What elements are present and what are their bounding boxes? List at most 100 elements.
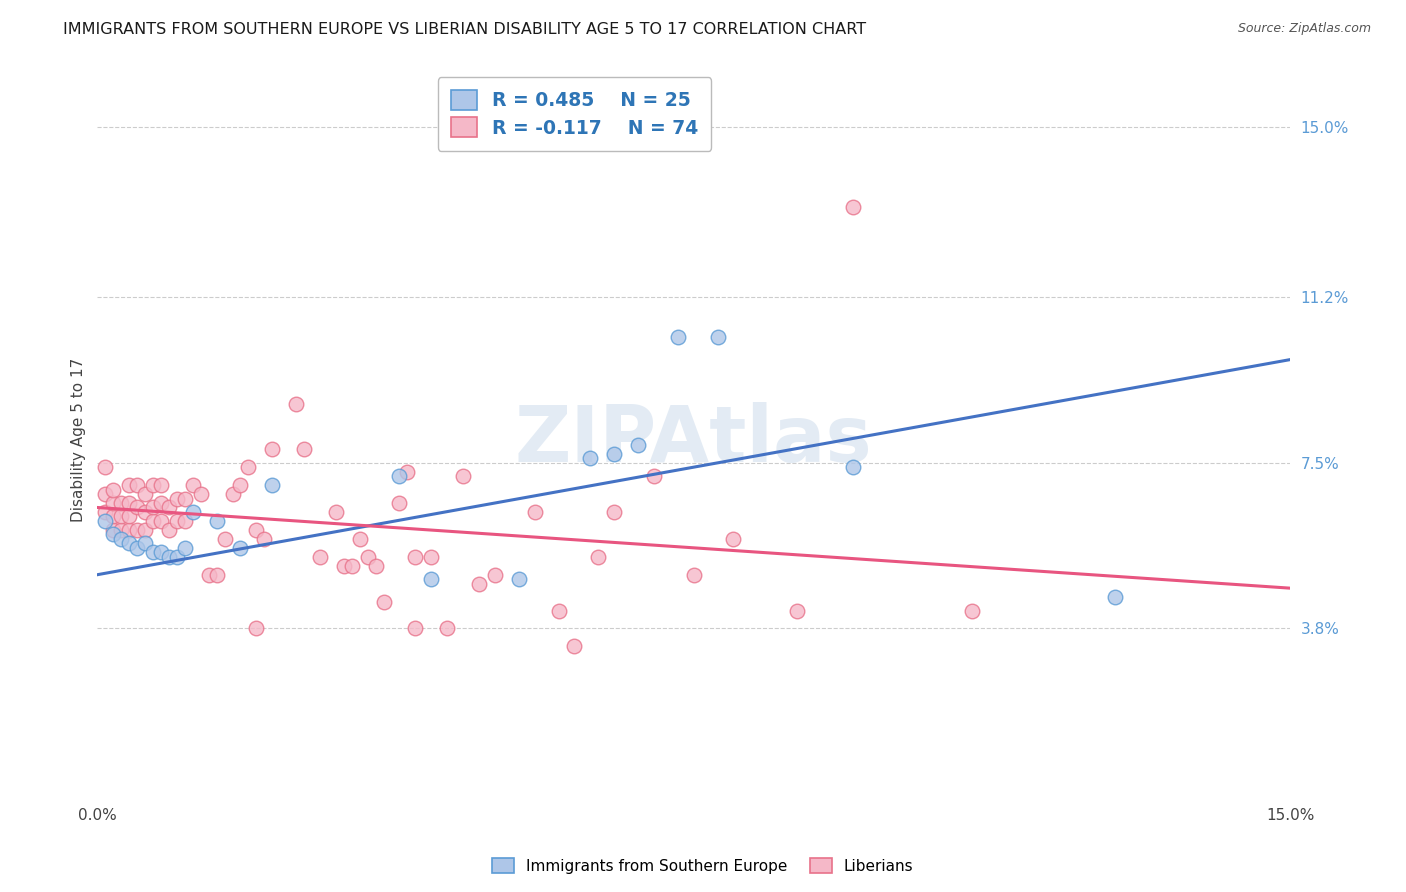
Point bbox=[149, 478, 172, 492]
Point bbox=[181, 505, 204, 519]
Y-axis label: Disability Age 5 to 17: Disability Age 5 to 17 bbox=[72, 359, 86, 523]
Point bbox=[388, 496, 411, 510]
Point bbox=[960, 603, 983, 617]
Point bbox=[603, 447, 626, 461]
Point bbox=[603, 505, 626, 519]
Point bbox=[404, 549, 426, 564]
Point bbox=[110, 523, 132, 537]
Point bbox=[262, 442, 284, 457]
Point bbox=[508, 572, 530, 586]
Point bbox=[127, 523, 149, 537]
Point bbox=[325, 505, 347, 519]
Point bbox=[262, 478, 284, 492]
Point bbox=[205, 514, 228, 528]
Point bbox=[666, 330, 689, 344]
Point bbox=[173, 514, 195, 528]
Point bbox=[181, 478, 204, 492]
Point bbox=[396, 465, 419, 479]
Legend: R = 0.485    N = 25, R = -0.117    N = 74: R = 0.485 N = 25, R = -0.117 N = 74 bbox=[437, 77, 711, 151]
Point bbox=[149, 545, 172, 559]
Point bbox=[166, 514, 188, 528]
Point bbox=[1104, 590, 1126, 604]
Point bbox=[127, 478, 149, 492]
Point bbox=[229, 478, 252, 492]
Point bbox=[134, 523, 156, 537]
Point bbox=[157, 549, 180, 564]
Point bbox=[285, 397, 308, 411]
Legend: Immigrants from Southern Europe, Liberians: Immigrants from Southern Europe, Liberia… bbox=[486, 852, 920, 880]
Point bbox=[373, 594, 395, 608]
Point bbox=[110, 496, 132, 510]
Point bbox=[142, 514, 165, 528]
Point bbox=[682, 567, 704, 582]
Point bbox=[523, 505, 546, 519]
Point bbox=[229, 541, 252, 555]
Point bbox=[149, 496, 172, 510]
Point bbox=[564, 640, 586, 654]
Point bbox=[94, 487, 117, 501]
Point bbox=[643, 469, 665, 483]
Point bbox=[134, 487, 156, 501]
Point bbox=[197, 567, 219, 582]
Point bbox=[547, 603, 569, 617]
Point bbox=[134, 505, 156, 519]
Point bbox=[127, 500, 149, 515]
Point bbox=[166, 491, 188, 506]
Point bbox=[103, 509, 125, 524]
Point bbox=[364, 558, 387, 573]
Point bbox=[309, 549, 332, 564]
Point bbox=[468, 576, 491, 591]
Point bbox=[173, 491, 195, 506]
Point bbox=[134, 536, 156, 550]
Text: Source: ZipAtlas.com: Source: ZipAtlas.com bbox=[1237, 22, 1371, 36]
Point bbox=[292, 442, 315, 457]
Point bbox=[420, 549, 443, 564]
Point bbox=[245, 622, 267, 636]
Point bbox=[118, 523, 141, 537]
Point bbox=[127, 541, 149, 555]
Point bbox=[205, 567, 228, 582]
Point bbox=[404, 622, 426, 636]
Point bbox=[484, 567, 506, 582]
Point bbox=[118, 509, 141, 524]
Point bbox=[841, 460, 863, 475]
Point bbox=[166, 549, 188, 564]
Point bbox=[149, 514, 172, 528]
Point bbox=[94, 460, 117, 475]
Point bbox=[388, 469, 411, 483]
Point bbox=[94, 505, 117, 519]
Point bbox=[214, 532, 236, 546]
Point bbox=[436, 622, 458, 636]
Text: ZIPAtlas: ZIPAtlas bbox=[515, 402, 873, 478]
Point bbox=[157, 523, 180, 537]
Point bbox=[706, 330, 728, 344]
Point bbox=[841, 200, 863, 214]
Point bbox=[173, 541, 195, 555]
Point bbox=[103, 527, 125, 541]
Point bbox=[349, 532, 371, 546]
Point bbox=[579, 451, 602, 466]
Point bbox=[94, 514, 117, 528]
Text: IMMIGRANTS FROM SOUTHERN EUROPE VS LIBERIAN DISABILITY AGE 5 TO 17 CORRELATION C: IMMIGRANTS FROM SOUTHERN EUROPE VS LIBER… bbox=[63, 22, 866, 37]
Point bbox=[142, 545, 165, 559]
Point bbox=[110, 509, 132, 524]
Point bbox=[118, 478, 141, 492]
Point bbox=[157, 500, 180, 515]
Point bbox=[357, 549, 380, 564]
Point bbox=[340, 558, 363, 573]
Point bbox=[253, 532, 276, 546]
Point bbox=[103, 483, 125, 497]
Point bbox=[627, 438, 650, 452]
Point bbox=[190, 487, 212, 501]
Point bbox=[118, 536, 141, 550]
Point bbox=[786, 603, 808, 617]
Point bbox=[333, 558, 356, 573]
Point bbox=[142, 500, 165, 515]
Point bbox=[142, 478, 165, 492]
Point bbox=[110, 532, 132, 546]
Point bbox=[420, 572, 443, 586]
Point bbox=[103, 523, 125, 537]
Point bbox=[118, 496, 141, 510]
Point bbox=[588, 549, 610, 564]
Point bbox=[723, 532, 745, 546]
